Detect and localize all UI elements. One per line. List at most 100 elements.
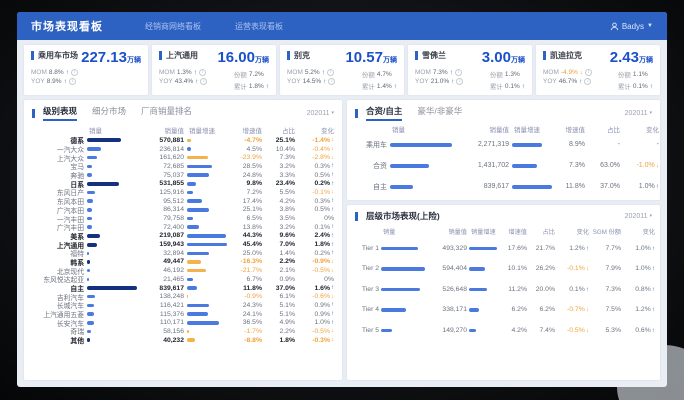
sales-bar bbox=[187, 199, 203, 203]
growth-bar bbox=[187, 268, 207, 273]
row-label: 奇瑞 bbox=[70, 329, 84, 337]
row-label: 韩系 bbox=[70, 259, 84, 267]
nav-item[interactable]: 运营表现看板 bbox=[235, 21, 283, 31]
sales-bar bbox=[187, 234, 227, 238]
table-row[interactable]: 其他 40,232 -8.8% 1.8% -0.3% ↓ bbox=[32, 336, 334, 346]
table-row[interactable]: Tier 5 149,270 4.2% 7.4% -0.5% ↓ 5.3% 0.6% ↑ bbox=[355, 320, 655, 341]
sales-bar bbox=[512, 142, 542, 147]
share-value: 25.1% bbox=[275, 136, 295, 144]
sales-value: 46,192 bbox=[163, 267, 184, 275]
share-value: 9.6% bbox=[279, 232, 296, 240]
up-arrow-icon: ↑ bbox=[585, 285, 589, 293]
table-row[interactable]: 韩系 49,447 -16.3% 2.2% -0.9% ↓ bbox=[32, 258, 334, 267]
change-cell: -0.5% ↓ bbox=[312, 327, 334, 335]
table-row[interactable]: 吉利汽车 138,248 -0.9% 6.1% -0.6% ↓ bbox=[32, 292, 334, 302]
sales-bar bbox=[87, 233, 100, 238]
segment-tab-1[interactable]: 细分市场 bbox=[92, 106, 127, 116]
kpi-title: 乘用车市场 bbox=[31, 50, 78, 61]
table-row[interactable]: 东风本田 95,512 17.4% 4.2% 0.3% ↑ bbox=[32, 197, 334, 207]
row-label: 广汽丰田 bbox=[56, 225, 84, 233]
table-row[interactable]: 长安汽车 110,171 36.5% 4.9% 1.0% ↑ bbox=[32, 318, 334, 328]
table-row[interactable]: 长城汽车 116,421 24.3% 5.1% 0.9% ↑ bbox=[32, 301, 334, 311]
table-row[interactable]: 宝马 72,685 28.5% 3.2% 0.3% ↑ bbox=[32, 162, 334, 172]
table-row[interactable]: 美系 219,087 44.3% 9.6% 2.4% ↑ bbox=[32, 232, 334, 241]
nav-item[interactable]: 经销商网络看板 bbox=[145, 21, 201, 31]
change-cell: -0.7% ↓ bbox=[566, 306, 589, 314]
up-arrow-icon: ↑ bbox=[193, 69, 197, 76]
info-icon[interactable]: i bbox=[584, 78, 592, 85]
tier-panel: 层级市场表现(上险) 202011 ▾ 销量 销量值 销量增速 增速值 占比 变化 SGM … bbox=[347, 205, 660, 380]
sales-bar bbox=[381, 267, 425, 271]
info-icon[interactable]: i bbox=[200, 78, 208, 85]
table-row[interactable]: 东风日产 125,916 7.2% 5.5% -0.1% ↓ bbox=[32, 188, 334, 198]
info-icon[interactable]: i bbox=[585, 69, 593, 76]
growth-value: 7.2% bbox=[246, 188, 263, 196]
table-row[interactable]: 东风悦达起亚 21,465 6.7% 0.9% 0% bbox=[32, 275, 334, 285]
user-menu[interactable]: Badys ▼ bbox=[610, 22, 653, 31]
table-row[interactable]: 上汽通用 159,943 45.4% 7.0% 1.8% ↑ bbox=[32, 240, 334, 250]
share-value: 10.4% bbox=[275, 145, 295, 153]
table-row[interactable]: Tier 3 526,648 11.2% 20.0% 0.1% ↑ 7.3% 0.8% ↑ bbox=[355, 279, 655, 300]
table-row[interactable]: 福特 32,894 25.0% 1.4% 0.2% ↑ bbox=[32, 249, 334, 259]
table-row[interactable]: 合资 1,431,702 7.3% 63.0% -1.0% ↓ bbox=[355, 155, 659, 176]
row-label: 吉利汽车 bbox=[56, 294, 84, 302]
tier-date-filter[interactable]: 202011 ▾ bbox=[625, 213, 652, 220]
table-row[interactable]: 一汽丰田 79,758 6.5% 3.5% 0% bbox=[32, 214, 334, 224]
table-row[interactable]: Tier 2 594,404 10.1% 26.2% -0.1% ↓ 7.9% 1.0% ↑ bbox=[355, 259, 655, 280]
up-arrow-icon: ↑ bbox=[331, 250, 334, 257]
table-row[interactable]: 北京现代 46,192 -21.7% 2.1% -0.5% ↓ bbox=[32, 266, 334, 276]
segment-table-body: 德系 570,881 -4.7% 25.1% -1.4% ↓ 一汽大众 236,814 4.5%… bbox=[32, 136, 334, 345]
table-row[interactable]: 奔驰 75,037 24.8% 3.3% 0.5% ↑ bbox=[32, 171, 334, 181]
ownership-tab-1[interactable]: 豪华/非豪华 bbox=[417, 106, 463, 116]
segment-tab-2[interactable]: 厂商销量排名 bbox=[141, 106, 193, 116]
table-row[interactable]: 一汽大众 236,814 4.5% 10.4% -0.4% ↓ bbox=[32, 145, 334, 155]
table-row[interactable]: Tier 1 493,329 17.6% 21.7% 1.2% ↑ 7.7% 1.0% ↑ bbox=[355, 238, 655, 259]
table-row[interactable]: Tier 4 338,171 6.2% 6.2% -0.7% ↓ 7.5% 1.2% ↑ bbox=[355, 300, 655, 321]
segment-tab-0[interactable]: 级别表现 bbox=[43, 105, 78, 121]
sales-bar bbox=[187, 216, 193, 221]
table-row[interactable]: 日系 531,855 9.8% 23.4% 0.2% ↑ bbox=[32, 179, 334, 189]
change-cell: 1.2% ↑ bbox=[569, 244, 589, 252]
sales-value: 72,400 bbox=[163, 223, 184, 231]
page-title: 市场表现看板 bbox=[31, 21, 103, 33]
info-icon[interactable]: i bbox=[328, 78, 336, 85]
info-icon[interactable]: i bbox=[198, 69, 206, 76]
info-icon[interactable]: i bbox=[326, 69, 334, 76]
sgm-share-value: 7.7% bbox=[605, 244, 622, 252]
info-icon[interactable]: i bbox=[68, 78, 76, 85]
table-row[interactable]: 奇瑞 58,156 -1.7% 2.2% -0.5% ↓ bbox=[32, 327, 334, 337]
table-row[interactable]: 广汽丰田 72,400 13.8% 3.2% 0.1% ↑ bbox=[32, 223, 334, 233]
table-row[interactable]: 自主 839,617 11.8% 37.0% 1.0% ↑ bbox=[355, 176, 659, 197]
ownership-date-filter[interactable]: 202011 ▾ bbox=[625, 110, 652, 117]
table-row[interactable]: 乘用车 2,271,319 8.9% - - bbox=[355, 134, 659, 155]
column-header: 增速值 bbox=[242, 128, 263, 135]
sales-value: 95,512 bbox=[163, 197, 184, 205]
row-label: Tier 4 bbox=[361, 306, 379, 314]
kpi-metric: MOM 1.3% ↑ i bbox=[159, 69, 207, 76]
table-row[interactable]: 上汽大众 161,620 -23.9% 7.3% -2.8% ↓ bbox=[32, 153, 334, 163]
row-label: 日系 bbox=[70, 181, 84, 189]
table-row[interactable]: 德系 570,881 -4.7% 25.1% -1.4% ↓ bbox=[32, 136, 334, 146]
up-arrow-icon: ↑ bbox=[651, 326, 655, 334]
kpi-value: 3.00万辆 bbox=[482, 50, 525, 65]
info-icon[interactable]: i bbox=[456, 78, 464, 85]
right-column: 合资/自主 豪华/非豪华 202011 ▾ 销量 销量值 销量增速 增速值 占比 变化 乘用… bbox=[347, 100, 660, 380]
accent-mark bbox=[32, 108, 35, 118]
kpi-title-text: 乘用车市场 bbox=[38, 51, 78, 60]
column-header: 变化 bbox=[576, 229, 589, 236]
sales-bar bbox=[87, 268, 90, 273]
row-label: Tier 1 bbox=[361, 244, 379, 252]
sales-bar bbox=[87, 329, 91, 334]
ownership-tab-0[interactable]: 合资/自主 bbox=[366, 105, 403, 121]
up-arrow-icon: ↑ bbox=[331, 241, 334, 248]
table-row[interactable]: 广汽本田 86,314 25.1% 3.8% 0.5% ↑ bbox=[32, 206, 334, 215]
up-arrow-icon: ↑ bbox=[651, 265, 655, 273]
up-arrow-icon: ↑ bbox=[63, 78, 67, 85]
info-icon[interactable]: i bbox=[454, 69, 462, 76]
info-icon[interactable]: i bbox=[70, 69, 78, 76]
date-expand-icon: ▾ bbox=[649, 110, 652, 116]
table-row[interactable]: 上汽通用五菱 115,376 24.1% 5.1% 0.9% ↑ bbox=[32, 310, 334, 320]
table-row[interactable]: 自主 839,617 11.8% 37.0% 1.6% ↑ bbox=[32, 284, 334, 294]
sales-bar bbox=[87, 312, 94, 316]
segment-date-filter[interactable]: 202011 ▾ bbox=[307, 110, 334, 117]
